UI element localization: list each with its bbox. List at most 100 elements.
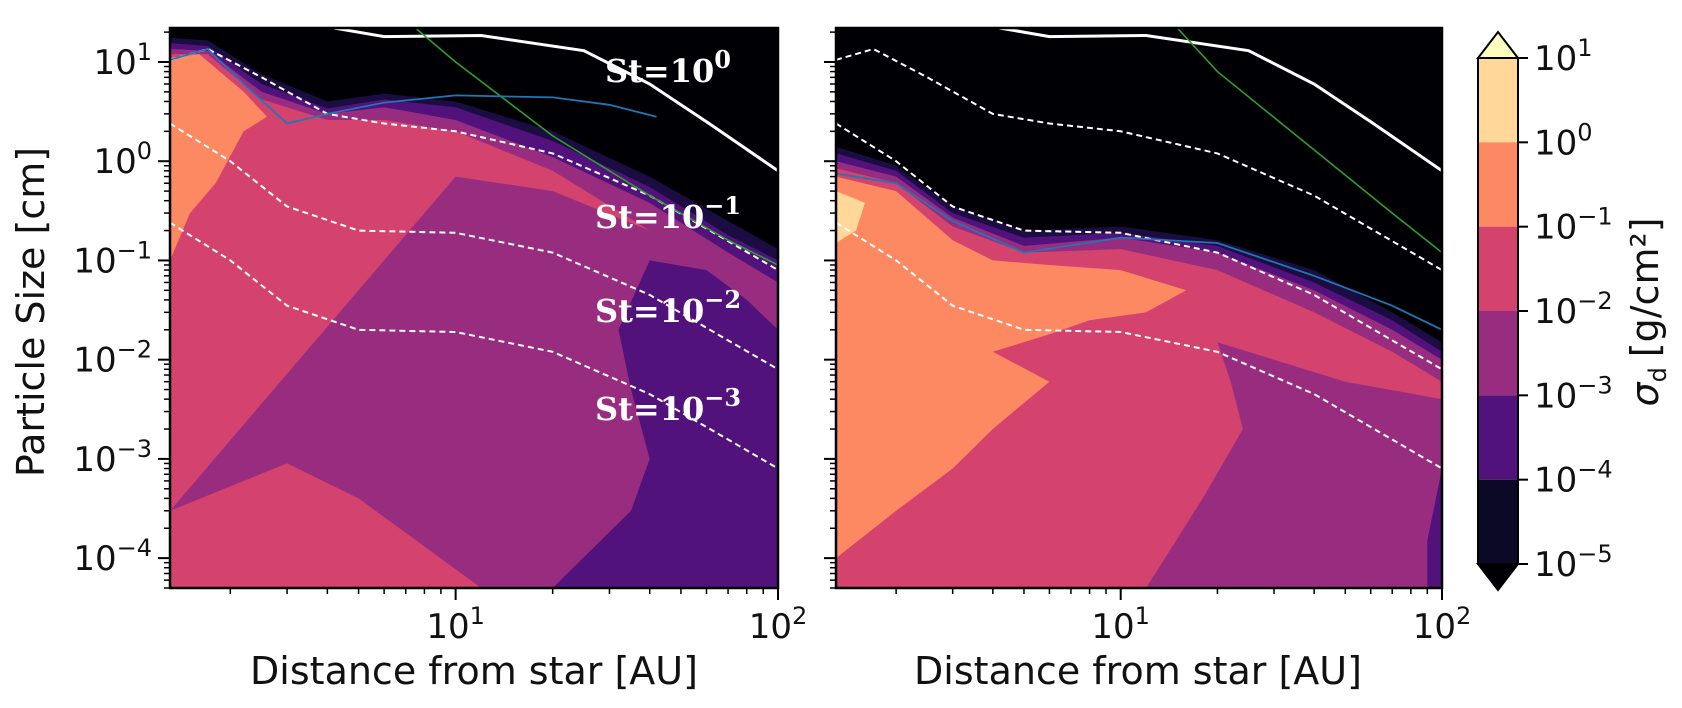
stokes-label: St=10−2 — [595, 285, 741, 330]
x-axis-label-right: Distance from star [AU] — [914, 649, 1362, 693]
y-tick-label: 101 — [93, 38, 152, 83]
y-tick-exponent: 0 — [137, 137, 152, 165]
colorbar-label-units: [g/cm²] — [1623, 217, 1667, 357]
x-tick-base: 10 — [1413, 607, 1456, 647]
x-tick-label: 101 — [426, 602, 485, 647]
colorbar-tick-exponent: −2 — [1577, 287, 1612, 315]
y-tick-label: 10−4 — [73, 534, 152, 579]
colorbar-extend-top — [1475, 30, 1521, 59]
stokes-dashed-line-0 — [170, 47, 778, 271]
contour-fill-0.1 — [170, 54, 267, 261]
stokes-1-line — [333, 28, 778, 173]
colorbar-tick-exponent: −4 — [1577, 456, 1612, 484]
contour-region-1e-3 — [170, 176, 778, 588]
colorbar-bin — [1478, 226, 1518, 311]
y-tick-label: 10−1 — [73, 236, 152, 281]
stokes-dashed-line-0 — [836, 47, 1442, 271]
stokes-label-exponent: 0 — [714, 45, 731, 74]
stokes-label-base: St=10 — [595, 198, 704, 236]
colorbar-tick-exponent: 0 — [1577, 118, 1592, 146]
stokes-label: St=10−1 — [595, 191, 741, 236]
y-tick-base: 10 — [93, 142, 136, 182]
stokes-label-exponent: −1 — [704, 191, 741, 220]
stokes-label-base: St=10 — [605, 52, 714, 90]
colorbar-tick-base: 10 — [1534, 461, 1577, 501]
y-tick-base: 10 — [73, 440, 116, 480]
stokes-label-exponent: −2 — [704, 285, 741, 314]
x-tick-exponent: 2 — [792, 602, 807, 630]
contour-region-1e-4 — [1427, 468, 1442, 588]
colorbar-tick-exponent: −5 — [1577, 540, 1612, 568]
colorbar-bin — [1478, 395, 1518, 480]
x-axis-label-left: Distance from star [AU] — [250, 649, 698, 693]
stokes-label: St=100 — [605, 45, 731, 90]
colorbar-bin — [1478, 311, 1518, 396]
y-tick-label: 100 — [93, 137, 152, 182]
y-tick-exponent: −2 — [117, 336, 152, 364]
stokes-label: St=10−3 — [595, 383, 741, 428]
x-tick-exponent: 2 — [1456, 602, 1471, 630]
y-tick-exponent: −1 — [117, 236, 152, 264]
y-tick-base: 10 — [73, 341, 116, 381]
y-tick-base: 10 — [73, 539, 116, 579]
colorbar-label-subscript: d — [1644, 367, 1672, 382]
stokes-dashed-line-2 — [836, 221, 1442, 470]
colorbar-bin — [1478, 58, 1518, 143]
colorbar-tick-label: 100 — [1534, 118, 1593, 163]
colorbar-tick-label: 10−4 — [1534, 456, 1613, 501]
colorbar-label: σd [g/cm²] — [1623, 217, 1672, 406]
x-tick-exponent: 1 — [470, 602, 485, 630]
stokes-label-exponent: −3 — [704, 383, 741, 412]
colorbar-tick-base: 10 — [1534, 39, 1577, 79]
stokes-dashed-line-1 — [836, 122, 1442, 371]
contour-region-1e-4 — [552, 260, 778, 588]
colorbar-tick-label: 10−5 — [1534, 540, 1613, 585]
contour-fill-1 — [836, 191, 865, 243]
stokes-dashed-line-1 — [170, 122, 778, 371]
blue-line — [170, 47, 657, 125]
colorbar-tick-exponent: −1 — [1577, 203, 1612, 231]
axes-frame — [168, 26, 780, 590]
contour-fill-0.1 — [836, 176, 1187, 559]
colorbar-tick-exponent: 1 — [1577, 34, 1592, 62]
colorbar-tick-base: 10 — [1534, 208, 1577, 248]
green-line — [1176, 28, 1442, 254]
x-tick-base: 10 — [749, 607, 792, 647]
contour-region-1e-3 — [1146, 342, 1442, 588]
stokes-dashed-line-2 — [170, 221, 778, 470]
colorbar-tick-base: 10 — [1534, 376, 1577, 416]
x-tick-base: 10 — [426, 607, 469, 647]
y-tick-base: 10 — [73, 241, 116, 281]
stokes-label-base: St=10 — [595, 292, 704, 330]
colorbar-label-symbol: σ — [1623, 381, 1667, 407]
colorbar-tick-base: 10 — [1534, 545, 1577, 585]
colorbar-tick-label: 10−3 — [1534, 371, 1613, 416]
colorbar-bin — [1478, 142, 1518, 227]
x-tick-label: 102 — [749, 602, 808, 647]
stokes-1-line — [999, 28, 1442, 173]
x-tick-label: 101 — [1091, 602, 1150, 647]
y-tick-exponent: −4 — [117, 534, 152, 562]
colorbar-bin — [1478, 479, 1518, 564]
colorbar-extend-bottom — [1475, 563, 1521, 592]
stokes-label-base: St=10 — [595, 390, 704, 428]
colorbar-tick-base: 10 — [1534, 123, 1577, 163]
y-tick-base: 10 — [93, 43, 136, 83]
colorbar-tick-label: 101 — [1534, 34, 1593, 79]
x-tick-base: 10 — [1091, 607, 1134, 647]
y-tick-label: 10−3 — [73, 435, 152, 480]
colorbar-tick-base: 10 — [1534, 292, 1577, 332]
y-tick-exponent: −3 — [117, 435, 152, 463]
y-tick-label: 10−2 — [73, 336, 152, 381]
axes-frame — [834, 26, 1444, 590]
colorbar-tick-exponent: −3 — [1577, 371, 1612, 399]
colorbar-tick-label: 10−2 — [1534, 287, 1613, 332]
y-tick-exponent: 1 — [137, 38, 152, 66]
blue-line — [836, 172, 1442, 331]
